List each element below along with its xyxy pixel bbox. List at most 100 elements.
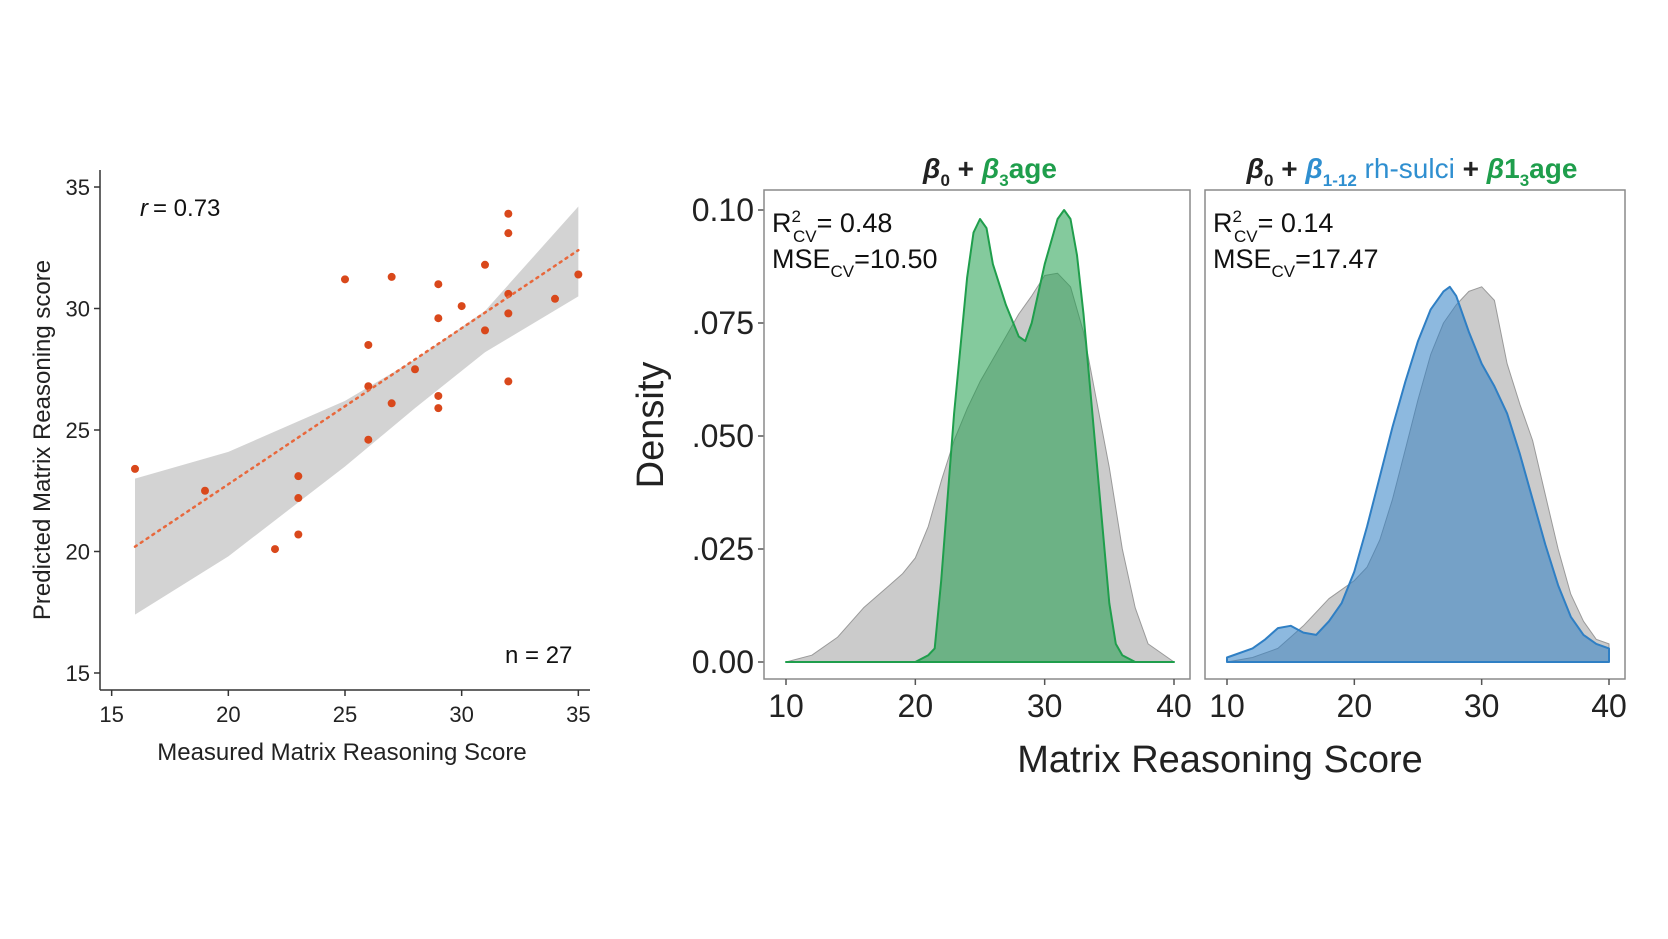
density-x-tick-label: 40 (1156, 688, 1192, 724)
scatter-point-14 (434, 314, 443, 323)
density-y-axis-title: Density (630, 362, 672, 489)
density-y-tick-label: 0.10 (692, 192, 754, 228)
density-y-tick-label: .025 (692, 531, 754, 567)
density-x-tick-label: 30 (1027, 688, 1063, 724)
scatter-x-axis-title: Measured Matrix Reasoning Score (157, 739, 527, 766)
scatter-y-ticks: 15 20 25 30 35 (66, 175, 100, 686)
panel-frame (763, 189, 1191, 680)
scatter-point-13 (434, 280, 443, 289)
scatter-point-21 (504, 229, 513, 238)
panel-frame (1204, 189, 1626, 680)
r2-label: R (1213, 208, 1233, 238)
density-x-tick-label: 10 (768, 688, 804, 724)
x-tick-label: 20 (216, 702, 240, 727)
density-x-tick-label: 20 (1337, 688, 1373, 724)
title-age: age (1529, 153, 1577, 184)
scatter-point-11 (387, 399, 396, 408)
density-x-tick-label: 20 (898, 688, 934, 724)
r-symbol: r (140, 195, 149, 222)
scatter-y-axis-title: Predicted Matrix Reasoning score (29, 260, 56, 620)
panel-title: β0 + β1-12 rh-sulci + β13age (1246, 153, 1578, 190)
title-plus-2: + (1455, 153, 1487, 184)
mse-value: =10.50 (854, 244, 937, 274)
sample-size-annotation: n = 27 (505, 642, 572, 669)
x-tick-label: 35 (566, 702, 590, 727)
scatter-point-25 (551, 294, 559, 303)
scatter-point-22 (504, 289, 513, 298)
title-age: age (1009, 153, 1057, 184)
density-x-tick-label: 40 (1591, 688, 1627, 724)
scatter-point-19 (481, 326, 489, 335)
title-one: 1 (1504, 153, 1520, 184)
mse-label: MSE (1213, 244, 1272, 274)
scatter-point-15 (434, 391, 443, 400)
density-x-tick-label: 10 (1209, 688, 1245, 724)
density-y-tick-label: .050 (692, 418, 754, 454)
density-panel-rh-sulci: 10 20 30 40 β0 + β1-12 rh-sulci + β13age R2… (1204, 153, 1627, 724)
y-tick-label: 20 (66, 539, 90, 564)
scatter-plot: 15 20 25 30 35 15 20 25 30 35 Measured Matrix Re… (29, 170, 591, 766)
regression-line (133, 248, 580, 548)
mse-annotation: MSECV=17.47 (1213, 244, 1378, 281)
scatter-point-16 (434, 404, 443, 413)
scatter-point-10 (387, 272, 396, 281)
scatter-point-8 (364, 382, 373, 391)
title-rh-sulci: rh-sulci (1357, 153, 1455, 184)
density-area-predicted (785, 209, 1175, 663)
scatter-point-18 (481, 260, 489, 269)
beta-1-12: β (1304, 153, 1322, 184)
y-tick-label: 30 (66, 297, 90, 322)
r2-sup: 2 (792, 207, 801, 226)
scatter-point-5 (294, 530, 303, 539)
scatter-point-2 (271, 545, 279, 554)
scatter-point-12 (411, 365, 419, 374)
r2-annotation: R2 CV= 0.14 (1213, 207, 1333, 246)
scatter-point-3 (294, 472, 303, 481)
scatter-point-4 (294, 494, 303, 503)
title-plus: + (1273, 153, 1305, 184)
beta-0: β (922, 153, 940, 184)
scatter-point-6 (341, 275, 349, 284)
density-area-predicted (1226, 285, 1610, 663)
r2-sub: CV (793, 227, 817, 246)
scatter-x-ticks: 15 20 25 30 35 (99, 690, 591, 727)
y-tick-label: 15 (66, 661, 90, 686)
title-plus: + (950, 153, 982, 184)
panel-title: β0 + β3age (922, 153, 1057, 190)
density-y-ticks: 0.00 .025 .050 .075 0.10 (692, 192, 764, 680)
mse-sub: CV (831, 262, 855, 281)
r2-sub: CV (1234, 227, 1258, 246)
r-value: = 0.73 (153, 195, 220, 222)
beta-0-sub: 0 (1264, 171, 1273, 190)
beta-age: β (1486, 153, 1504, 184)
beta-3: β (981, 153, 999, 184)
scatter-point-7 (364, 340, 373, 349)
r2-label: R (772, 208, 792, 238)
confidence-band (135, 206, 579, 615)
scatter-point-0 (131, 464, 139, 473)
density-x-tick-label: 30 (1464, 688, 1500, 724)
r2-sup: 2 (1233, 207, 1242, 226)
x-tick-label: 25 (333, 702, 357, 727)
beta-1-12-sub: 1-12 (1323, 171, 1357, 190)
correlation-annotation: r = 0.73 (140, 195, 220, 222)
scatter-point-20 (504, 209, 513, 218)
panel-x-ticks: 10 20 30 40 (768, 679, 1192, 724)
mse-label: MSE (772, 244, 831, 274)
beta-0: β (1246, 153, 1264, 184)
x-tick-label: 30 (449, 702, 473, 727)
mse-sub: CV (1272, 262, 1296, 281)
density-y-tick-label: .075 (692, 305, 754, 341)
mse-annotation: MSECV=10.50 (772, 244, 937, 281)
density-x-axis-title: Matrix Reasoning Score (1017, 739, 1423, 781)
density-panel-age: 10 20 30 40 β0 + β3age R2 CV= 0.48 MSECV=10.… (763, 153, 1192, 724)
scatter-point-24 (504, 377, 513, 386)
scatter-points (131, 209, 583, 554)
beta-3-sub: 3 (999, 171, 1008, 190)
mse-value: =17.47 (1295, 244, 1378, 274)
title-three-sub: 3 (1520, 171, 1529, 190)
panel-x-ticks: 10 20 30 40 (1209, 679, 1627, 724)
scatter-point-17 (457, 302, 466, 311)
y-tick-label: 35 (66, 175, 90, 200)
scatter-point-23 (504, 309, 513, 318)
